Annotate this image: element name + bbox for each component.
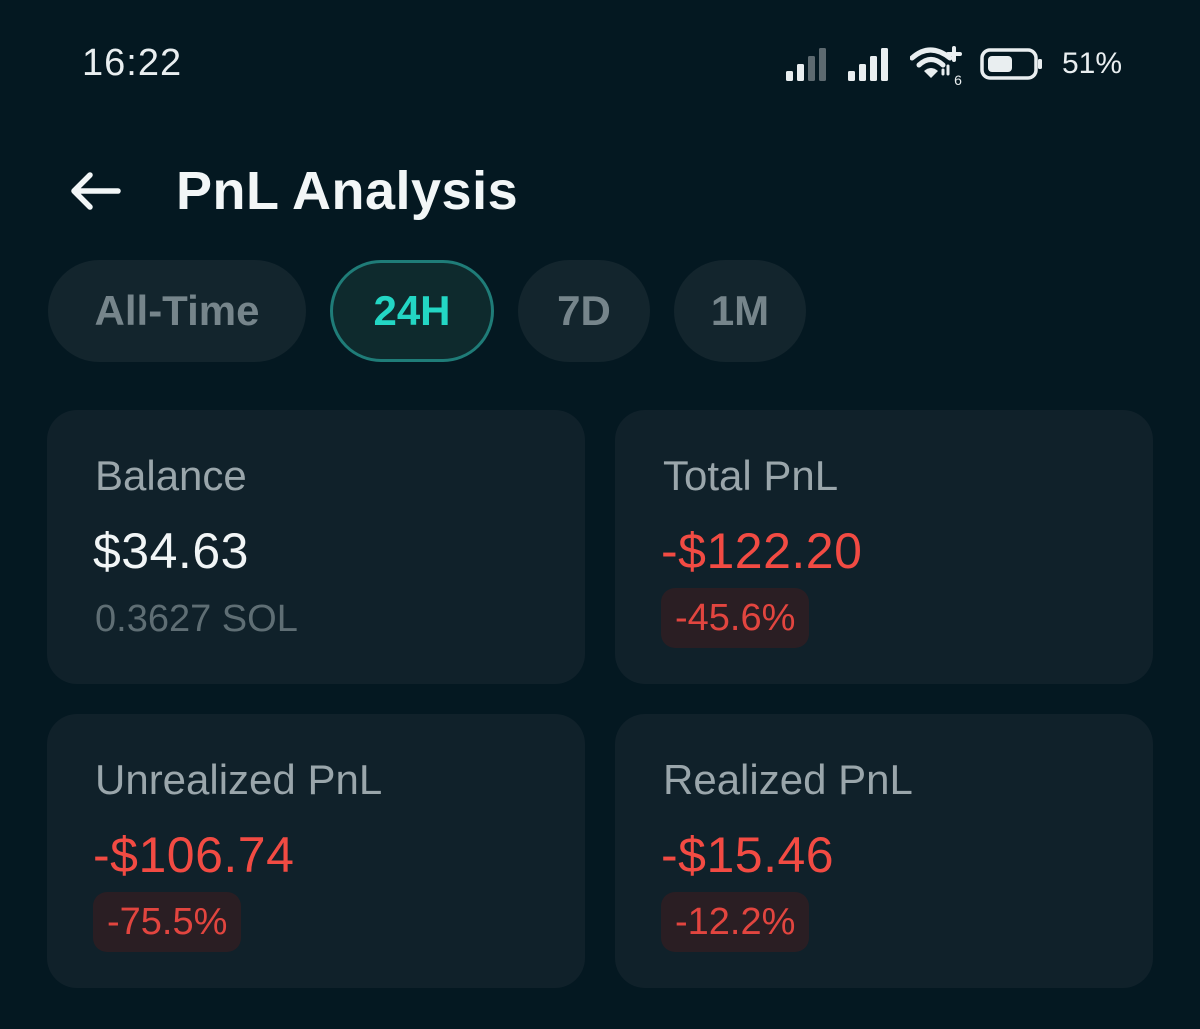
status-icons: 6 51%: [785, 44, 1122, 88]
total-pnl-value: -$122.20: [661, 523, 863, 579]
status-bar: 16:22: [0, 0, 1200, 130]
battery-icon: [980, 47, 1044, 81]
arrow-left-icon: [68, 171, 122, 216]
unrealized-pnl-label: Unrealized PnL: [95, 756, 383, 803]
wifi-badge: 6: [954, 72, 962, 88]
tab-1m[interactable]: 1M: [674, 260, 806, 362]
total-pnl-percent-badge: -45.6%: [661, 588, 810, 648]
wifi-icon: 6: [909, 44, 966, 88]
balance-sol: 0.3627 SOL: [95, 598, 298, 640]
unrealized-pnl-card: Unrealized PnL -$106.74 -75.5%: [47, 714, 585, 988]
signal-bars-icon: [785, 47, 834, 81]
battery-percent: 51%: [1061, 47, 1122, 80]
tab-all-time[interactable]: All-Time: [48, 260, 306, 362]
balance-card: Balance $34.63 0.3627 SOL: [47, 410, 585, 684]
signal-bars-icon: [847, 47, 896, 81]
balance-value: $34.63: [93, 523, 249, 579]
tab-24h[interactable]: 24H: [330, 260, 494, 362]
total-pnl-card: Total PnL -$122.20 -45.6%: [615, 410, 1153, 684]
page-title: PnL Analysis: [176, 161, 519, 221]
total-pnl-label: Total PnL: [663, 452, 839, 499]
realized-pnl-label: Realized PnL: [663, 756, 913, 803]
realized-pnl-value: -$15.46: [661, 827, 835, 883]
timeframe-tabs: All-Time 24H 7D 1M: [48, 260, 806, 362]
back-button[interactable]: [60, 168, 130, 218]
balance-label: Balance: [95, 452, 247, 499]
realized-pnl-card: Realized PnL -$15.46 -12.2%: [615, 714, 1153, 988]
page-header: PnL Analysis: [0, 150, 1200, 240]
realized-pnl-percent-badge: -12.2%: [661, 892, 810, 952]
unrealized-pnl-value: -$106.74: [93, 827, 295, 883]
tab-7d[interactable]: 7D: [518, 260, 650, 362]
status-time: 16:22: [82, 42, 183, 84]
unrealized-pnl-percent-badge: -75.5%: [93, 892, 242, 952]
